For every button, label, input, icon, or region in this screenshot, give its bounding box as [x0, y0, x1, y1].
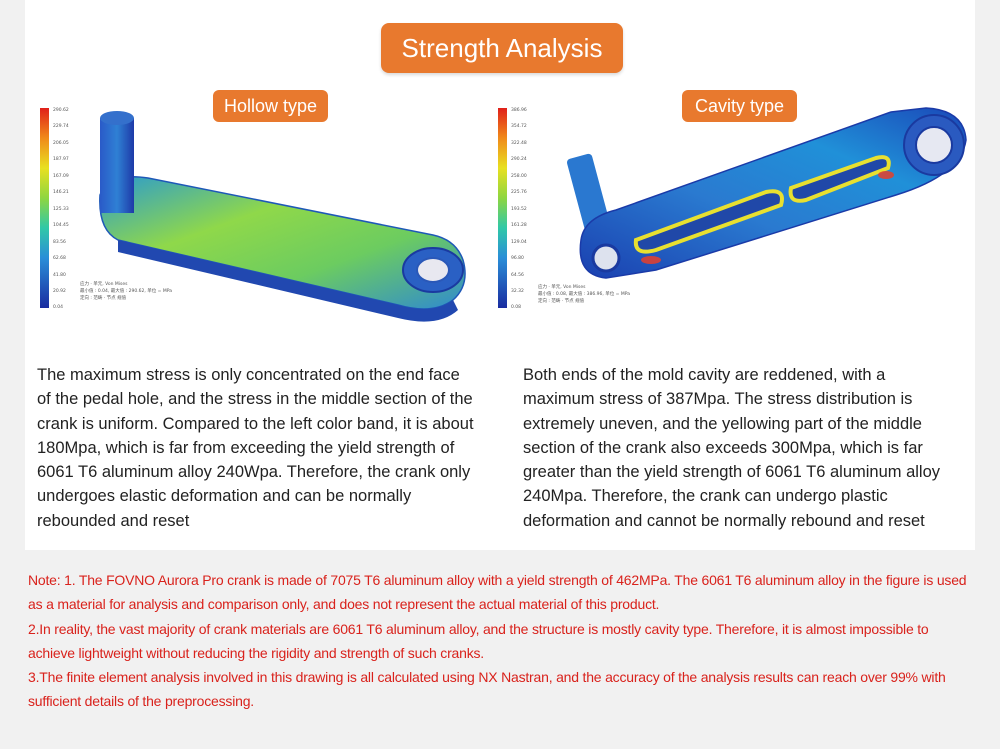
cb-tick: 206.05 — [53, 140, 69, 146]
svg-text:64.56: 64.56 — [511, 272, 524, 278]
svg-text:定向 : 范畴 · 节点 规值: 定向 : 范畴 · 节点 规值 — [538, 297, 585, 304]
right-colorbar-ticks: 386.96 354.72 322.48 290.24 258.00 225.7… — [511, 107, 527, 310]
svg-text:386.96: 386.96 — [511, 107, 527, 113]
cavity-type-description: Both ends of the mold cavity are reddene… — [523, 366, 941, 530]
cb-tick: 125.33 — [53, 206, 69, 212]
svg-text:0.08: 0.08 — [511, 304, 521, 310]
note-2: 2.In reality, the vast majority of crank… — [28, 620, 929, 661]
cb-tick: 146.21 — [53, 189, 69, 195]
hollow-type-badge: Hollow type — [213, 90, 328, 122]
hollow-crank-fea-image: 290.62 229.74 206.05 187.97 167.09 146.2… — [40, 107, 466, 322]
note-1: Note: 1. The FOVNO Aurora Pro crank is m… — [28, 572, 967, 613]
hollow-type-description: The maximum stress is only concentrated … — [37, 366, 474, 530]
left-colorbar — [40, 108, 49, 308]
svg-text:258.00: 258.00 — [511, 173, 527, 179]
cavity-crank-fea-image: 386.96 354.72 322.48 290.24 258.00 225.7… — [498, 107, 967, 310]
right-legend-note: 应力 · 单元, Von Mises 最小值 : 0.08, 最大值 : 386… — [538, 283, 630, 304]
left-colorbar-ticks: 290.62 229.74 206.05 187.97 167.09 146.2… — [53, 107, 69, 310]
svg-text:最小值 : 0.04, 最大值 : 290.62, 单位 =: 最小值 : 0.04, 最大值 : 290.62, 单位 = MPa — [80, 287, 172, 294]
svg-text:322.48: 322.48 — [511, 140, 527, 146]
svg-text:定向 : 范畴 · 节点 规值: 定向 : 范畴 · 节点 规值 — [80, 294, 127, 301]
page-title: Strength Analysis — [381, 23, 623, 73]
cb-tick: 0.04 — [53, 304, 63, 310]
cb-tick: 62.68 — [53, 255, 66, 261]
note-3: 3.The finite element analysis involved i… — [28, 669, 946, 710]
right-colorbar — [498, 108, 507, 308]
left-legend-note: 应力 · 单元, Von Mises 最小值 : 0.04, 最大值 : 290… — [80, 280, 172, 301]
svg-text:290.24: 290.24 — [511, 156, 527, 162]
svg-text:32.32: 32.32 — [511, 288, 524, 294]
svg-text:应力 · 单元, Von Mises: 应力 · 单元, Von Mises — [80, 280, 128, 287]
svg-text:161.28: 161.28 — [511, 222, 527, 228]
svg-text:193.52: 193.52 — [511, 206, 527, 212]
svg-text:129.04: 129.04 — [511, 239, 527, 245]
cb-tick: 41.80 — [53, 272, 66, 278]
svg-text:354.72: 354.72 — [511, 123, 527, 129]
cb-tick: 290.62 — [53, 107, 69, 113]
svg-text:应力 · 单元, Von Mises: 应力 · 单元, Von Mises — [538, 283, 586, 290]
cb-tick: 167.09 — [53, 173, 69, 179]
cb-tick: 104.45 — [53, 222, 69, 228]
cb-tick: 83.56 — [53, 239, 66, 245]
svg-text:96.80: 96.80 — [511, 255, 524, 261]
cb-tick: 20.92 — [53, 288, 66, 294]
cb-tick: 187.97 — [53, 156, 69, 162]
svg-text:225.76: 225.76 — [511, 189, 527, 195]
svg-text:最小值 : 0.08, 最大值 : 386.96, 单位 =: 最小值 : 0.08, 最大值 : 386.96, 单位 = MPa — [538, 290, 630, 297]
notes-section: Note: 1. The FOVNO Aurora Pro crank is m… — [28, 568, 978, 714]
cb-tick: 229.74 — [53, 123, 69, 129]
cavity-type-badge: Cavity type — [682, 90, 797, 122]
